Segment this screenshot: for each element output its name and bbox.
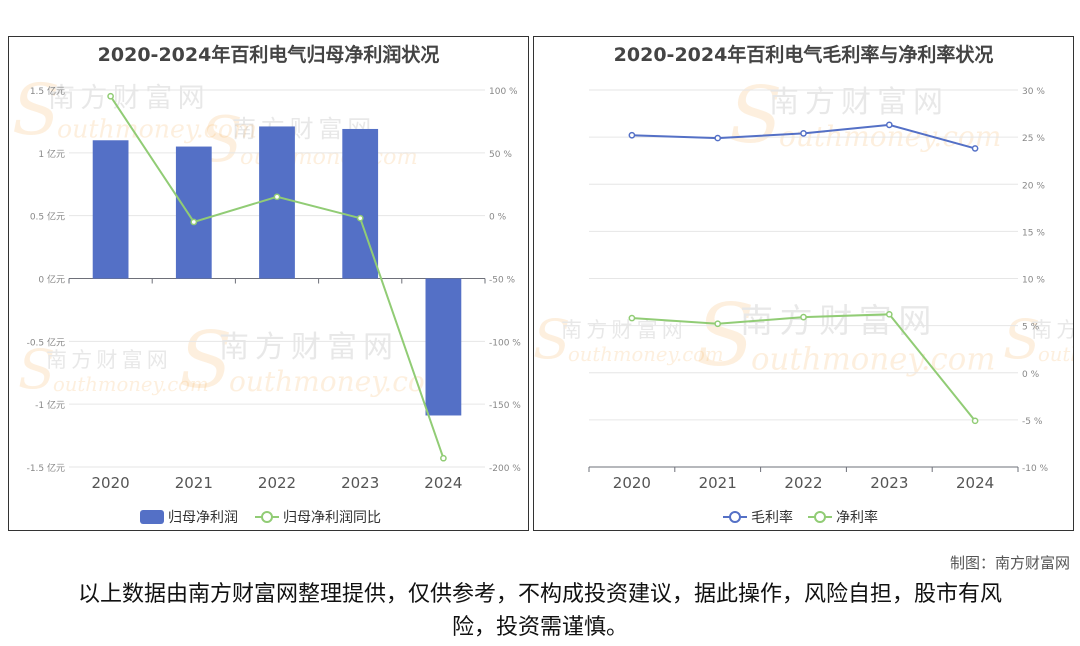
data-point-2020 [628, 314, 636, 322]
y-right-tick-label: 10 % [1022, 276, 1045, 286]
watermark-cn: 南方财富网 [46, 348, 172, 372]
x-tick-label: 2020 [613, 474, 651, 492]
watermark-en: outhmoney.com [229, 365, 451, 398]
y-left-tick-label: 0 亿元 [38, 274, 65, 286]
y-right-tick-label: -100 % [489, 338, 521, 348]
chart-panel-net-profit: S 南方财富网 outhmoney.com S 南方财富网 outhmoney.com S 南… [8, 36, 529, 531]
watermark-cn: 南方财富网 [1031, 318, 1073, 342]
legend-swatch-marker [814, 511, 826, 523]
data-point-2024 [971, 145, 979, 152]
y-left-tick-label: -0.5 亿元 [27, 336, 65, 348]
watermark-s-logo: S [18, 337, 55, 401]
y-right-tick-label: 30 % [1022, 87, 1045, 97]
y-right-tick-label: 5 % [1022, 323, 1040, 333]
y-right-tick-label: 20 % [1022, 181, 1045, 191]
watermark-s-logo: S [12, 69, 60, 151]
legend-label: 净利率 [836, 509, 878, 526]
watermark-cn: 南方财富网 [561, 318, 687, 342]
y-right-tick-label: 15 % [1022, 228, 1045, 238]
data-point-2022 [800, 313, 807, 321]
x-tick-label: 2021 [699, 474, 737, 492]
data-point-2023 [356, 214, 364, 222]
watermark-s-logo: S [696, 286, 755, 386]
chart-title: 2020-2024年百利电气毛利率与净利率状况 [614, 43, 994, 66]
x-tick-label: 2022 [784, 474, 822, 492]
bar-2020 [92, 140, 129, 279]
watermark-cn: 南方财富网 [769, 85, 949, 120]
y-left-tick-label: 0.5 亿元 [30, 211, 65, 223]
x-tick-label: 2023 [341, 474, 379, 492]
legend-swatch-marker [261, 511, 273, 523]
chart-panel-margins: S 南方财富网 outhmoney.com S 南方财富网 outhmoney.com S 南… [533, 36, 1074, 531]
y-right-tick-label: -10 % [1022, 464, 1049, 474]
x-tick-label: 2022 [258, 474, 296, 492]
watermark-cn: 南方财富网 [219, 330, 399, 365]
y-right-tick-label: -5 % [1022, 417, 1043, 427]
bar-2024 [425, 278, 462, 416]
x-tick-label: 2023 [870, 474, 908, 492]
watermark-en: outhmoney.com [1038, 343, 1073, 366]
legend-label: 归母净利润同比 [283, 509, 381, 526]
bar-2021 [175, 146, 212, 279]
data-point-2021 [714, 320, 722, 328]
x-tick-label: 2020 [92, 474, 130, 492]
legend-swatch [140, 510, 164, 524]
data-point-2024 [971, 417, 979, 425]
y-right-tick-label: 25 % [1022, 134, 1045, 144]
data-point-2021 [190, 218, 198, 226]
data-point-2020 [628, 131, 636, 139]
y-right-tick-label: 0 % [489, 213, 507, 223]
watermark-cn: 南方财富网 [48, 83, 210, 114]
data-point-2023 [885, 310, 893, 318]
watermark-s-logo: S [1003, 307, 1040, 371]
y-left-tick-label: 1.5 亿元 [30, 85, 65, 97]
y-right-tick-label: -200 % [489, 464, 521, 474]
watermark-s-logo: S [179, 316, 232, 406]
chart-title: 2020-2024年百利电气归母净利润状况 [98, 43, 440, 66]
y-right-tick-label: -50 % [489, 276, 516, 286]
data-point-2022 [273, 193, 281, 201]
data-point-2022 [800, 130, 807, 137]
margin-chart: S南方财富网outhmoney.comS南方财富网outhmoney.comS南… [534, 43, 1073, 526]
y-left-tick-label: -1 亿元 [35, 399, 65, 411]
data-point-2023 [885, 121, 893, 129]
y-right-tick-label: 50 % [489, 150, 512, 160]
watermark-s-logo: S [534, 307, 570, 371]
legend-label: 毛利率 [751, 509, 793, 526]
y-left-tick-label: -1.5 亿元 [27, 462, 65, 474]
y-right-tick-label: 100 % [489, 87, 518, 97]
net-profit-chart: S南方财富网outhmoney.comS南方财富网outhmoney.comS南… [12, 43, 521, 526]
data-point-2020 [107, 92, 114, 100]
bar-2022 [259, 126, 295, 279]
data-point-2021 [714, 134, 722, 142]
watermark-en: outhmoney.com [568, 343, 724, 366]
y-left-tick-label: 1 亿元 [38, 148, 65, 160]
y-right-tick-label: -150 % [489, 401, 521, 411]
watermark-en: outhmoney.com [53, 373, 209, 396]
watermark-s-logo: S [729, 71, 782, 161]
legend-label: 归母净利润 [168, 509, 238, 526]
data-point-2024 [440, 454, 447, 462]
y-right-tick-label: 0 % [1022, 370, 1040, 380]
watermark-en: outhmoney.com [751, 341, 995, 377]
disclaimer-text: 以上数据由南方财富网整理提供，仅供参考，不构成投资建议，据此操作，风险自担，股市… [77, 582, 1002, 640]
watermark-en: outhmoney.com [57, 115, 257, 144]
legend-swatch-marker [729, 511, 741, 523]
x-tick-label: 2024 [956, 474, 994, 492]
chart-credit: 制图：南方财富网 [949, 554, 1070, 572]
x-tick-label: 2021 [175, 474, 213, 492]
x-tick-label: 2024 [424, 474, 462, 492]
